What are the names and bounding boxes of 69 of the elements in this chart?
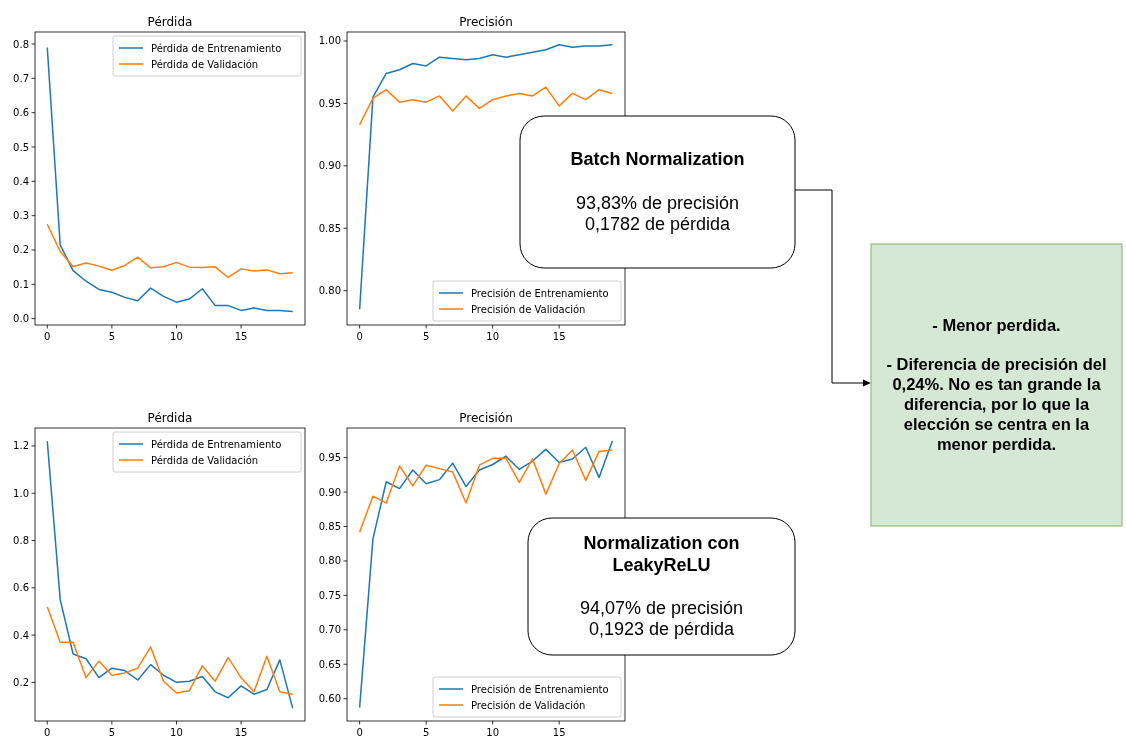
legend-label: Pérdida de Entrenamiento [151, 42, 282, 54]
y-tick-label: 0.8 [13, 535, 29, 547]
x-tick-label: 5 [108, 331, 116, 342]
line-series [358, 449, 614, 533]
x-tick-label: 0 [356, 331, 363, 342]
y-tick-label: 0.5 [13, 141, 29, 153]
y-tick-label: 0.2 [13, 244, 29, 256]
annotation: 93,83% de precisión [575, 192, 740, 213]
line-series [46, 440, 294, 710]
y-tick-label: 0.8 [13, 38, 29, 50]
x-tick-label: 15 [552, 727, 566, 736]
x-tick-label: 0 [356, 727, 363, 736]
legend-label: Pérdida de Validación [151, 454, 259, 466]
y-tick-label: 1.0 [13, 487, 29, 499]
y-tick-label: 0.6 [13, 107, 29, 119]
y-tick-label: 0.1 [13, 278, 29, 290]
text: Batch Normalization [570, 149, 745, 170]
y-tick-label: 0.0 [13, 313, 29, 325]
x-tick-label: 10 [486, 727, 500, 736]
y-tick-label: 0.90 [318, 160, 341, 172]
y-tick-label: 0.60 [318, 693, 341, 705]
line-series [46, 605, 294, 695]
y-tick-label: 0.65 [318, 658, 341, 670]
annotation: 94,07% de precisión [579, 597, 744, 618]
annotation: 0,1923 de pérdida [588, 619, 736, 640]
y-tick-label: 1.00 [318, 35, 341, 47]
x-tick-label: 15 [234, 727, 248, 736]
legend-label: Precisión de Validación [471, 303, 586, 315]
x-tick-label: 15 [552, 331, 566, 342]
x-tick-label: 5 [108, 727, 116, 736]
x-tick-label: 5 [422, 331, 430, 342]
x-tick-label: 15 [234, 331, 248, 342]
y-tick-label: 0.75 [318, 589, 341, 601]
y-tick-label: 0.80 [318, 555, 341, 567]
legend-label: Pérdida de Validación [151, 58, 259, 70]
legend-label: Precisión de Entrenamiento [471, 287, 609, 299]
x-tick-label: 10 [170, 727, 183, 736]
x-tick-label: 5 [422, 727, 430, 736]
line-series [46, 223, 294, 279]
x-tick-label: 10 [170, 331, 183, 342]
chart-title: Pérdida [147, 15, 193, 29]
y-tick-label: 0.2 [13, 676, 29, 688]
chart-title: Pérdida [147, 411, 193, 425]
chart-title: Precisión [459, 15, 513, 29]
x-tick-label: 10 [486, 331, 500, 342]
y-tick-label: 0.7 [13, 72, 29, 84]
text: Normalization con LeakyReLU [583, 533, 740, 575]
y-tick-label: 0.95 [318, 97, 341, 109]
y-tick-label: 0.6 [13, 582, 29, 594]
y-tick-label: 0.85 [318, 520, 341, 532]
chart-title: Precisión [459, 411, 513, 425]
legend-label: Pérdida de Entrenamiento [151, 438, 282, 450]
text: - Menor perdida. [932, 315, 1061, 334]
x-tick-label: 0 [44, 331, 51, 342]
y-tick-label: 0.85 [318, 222, 341, 234]
legend-label: Precisión de Validación [471, 699, 586, 711]
y-tick-label: 0.95 [318, 452, 341, 464]
y-tick-label: 0.80 [318, 285, 341, 297]
annotation: 0,1782 de pérdida [584, 214, 732, 235]
legend-label: Precisión de Entrenamiento [471, 683, 609, 695]
y-tick-label: 0.4 [13, 629, 29, 641]
text: - Diferencia de precisión del 0,24%. No es tan grande la diferencia, por lo que la elección se centra en la menor perdida. [886, 355, 1107, 453]
line-series [358, 86, 614, 126]
y-tick-label: 0.4 [13, 175, 29, 187]
y-tick-label: 0.3 [13, 210, 29, 222]
y-tick-label: 0.70 [318, 624, 341, 636]
x-tick-label: 0 [44, 727, 51, 736]
y-tick-label: 0.90 [318, 486, 341, 498]
y-tick-label: 1.2 [13, 440, 29, 452]
